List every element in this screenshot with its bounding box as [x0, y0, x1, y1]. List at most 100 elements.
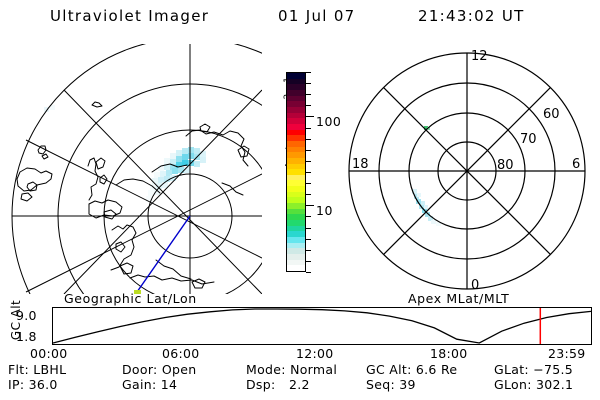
status-mode-value: Normal: [290, 362, 338, 377]
colorbar-band-9: [287, 123, 305, 130]
colorbar-tick-11: [306, 194, 311, 196]
colorbar-band-23: [287, 203, 305, 209]
colorbar-band-20: [287, 186, 305, 192]
status-dsp-value: 2.2: [288, 377, 310, 392]
colorbar-band-28: [287, 231, 305, 238]
magnetic-panel-caption: Apex MLat/MLT: [408, 291, 510, 306]
colorbar-band-13: [287, 146, 305, 153]
status-glon: GLon: 302.1: [494, 377, 573, 392]
colorbar-band-0: [287, 73, 305, 79]
colorbar-tick-0: [306, 72, 311, 73]
mlat-labels: 60 70 80: [497, 107, 560, 173]
colorbar-tick-13: [306, 216, 311, 218]
orbit-ytick-low: 1.8: [16, 329, 37, 344]
mlt-spokes: [349, 53, 585, 289]
colorbar-tick-2: [306, 94, 311, 96]
status-seq: Seq: 39: [366, 377, 416, 392]
colorbar-tick-10: [306, 183, 311, 185]
orbit-xtick-0: 00:00: [30, 346, 68, 361]
colorbar-band-31: [287, 248, 305, 254]
colorbar-tick-17: [306, 260, 311, 262]
status-ip-value: 36.0: [28, 377, 58, 392]
orbit-curve-svg: [52, 308, 592, 344]
colorbar-band-34: [287, 265, 305, 271]
colorbar-tick-3: [306, 105, 311, 107]
colorbar-band-19: [287, 180, 305, 187]
colorbar-band-18: [287, 174, 305, 181]
colorbar-band-2: [287, 84, 305, 90]
colorbar-band-16: [287, 163, 305, 170]
status-gain: Gain: 14: [122, 377, 177, 392]
colorbar-band-4: [287, 95, 305, 102]
status-glon-label: GLon:: [494, 377, 532, 392]
status-gc-alt-value: 6.6 Re: [415, 362, 458, 377]
mlat-label-60: 60: [543, 107, 560, 122]
observation-time: 21:43:02 UT: [418, 7, 525, 25]
colorbar-band-7: [287, 112, 305, 119]
status-ip: IP: 36.0: [8, 377, 58, 392]
status-mode-label: Mode:: [246, 362, 286, 377]
colorbar-tick-5: [306, 127, 311, 129]
colorbar-tick-16: [306, 249, 311, 251]
colorbar-band-22: [287, 197, 305, 204]
status-gc-alt: GC Alt: 6.6 Re: [366, 362, 457, 377]
colorbar-ticks: [306, 72, 314, 273]
mlat-label-80: 80: [497, 158, 514, 173]
colorbar-band-24: [287, 208, 305, 215]
apex-mlat-mlt-panel[interactable]: 12 6 0 18 60 70 80: [338, 44, 596, 294]
instrument-title: Ultraviolet Imager: [50, 7, 210, 25]
orbit-xtick-4: 23:59: [548, 346, 586, 361]
satellite-ground-track: [134, 215, 191, 294]
geographic-map-svg: [11, 44, 262, 294]
status-door: Door: Open: [122, 362, 196, 377]
colorbar-band-17: [287, 169, 305, 175]
status-door-label: Door:: [122, 362, 158, 377]
colorbar-tick-1: [306, 83, 311, 85]
footpoint-marker: [134, 290, 141, 294]
orbit-xtick-1: 06:00: [162, 346, 200, 361]
orbit-plot-frame: [52, 307, 592, 345]
status-glat-label: GLat:: [494, 362, 529, 377]
colorbar-band-25: [287, 214, 305, 221]
geographic-panel-caption: Geographic Lat/Lon: [64, 291, 197, 306]
mlt-label-18: 18: [352, 157, 369, 172]
colorbar-tick-4: [306, 116, 314, 118]
colorbar-band-30: [287, 242, 305, 249]
colorbar-band-26: [287, 220, 305, 226]
colorbar-band-32: [287, 254, 305, 260]
colorbar-band-10: [287, 129, 305, 136]
status-door-value: Open: [161, 362, 197, 377]
colorbar-tick-9: [306, 172, 311, 173]
status-dsp: Dsp: 2.2: [246, 377, 310, 392]
colorbar-tick-14: [306, 227, 311, 229]
status-glat-value: −75.5: [533, 362, 574, 377]
colorbar-tick-18: [306, 272, 311, 273]
colorbar-band-11: [287, 135, 305, 141]
coastlines: [16, 101, 250, 289]
colorbar-band-29: [287, 237, 305, 243]
colorbar-tick-8: [306, 160, 311, 162]
lat-lon-graticule: [11, 44, 262, 294]
status-gc-alt-label: GC Alt:: [366, 362, 412, 377]
colorbar-tick-12: [306, 205, 314, 207]
status-gain-value: 14: [160, 377, 178, 392]
geographic-map-panel[interactable]: [4, 44, 262, 294]
colorbar-band-8: [287, 118, 305, 124]
status-seq-label: Seq:: [366, 377, 395, 392]
status-filter-label: Flt:: [8, 362, 29, 377]
colorbar: photon cm-2s-1 100 10: [262, 56, 341, 288]
colorbar-band-5: [287, 101, 305, 107]
header: Ultraviolet Imager 01 Jul 07 21:43:02 UT: [0, 4, 600, 30]
colorbar-band-6: [287, 106, 305, 113]
status-filter: Flt: LBHL: [8, 362, 66, 377]
colorbar-band-1: [287, 78, 305, 85]
status-ip-label: IP:: [8, 377, 25, 392]
observation-date: 01 Jul 07: [278, 7, 356, 25]
mlt-label-12: 12: [471, 49, 488, 64]
status-dsp-label: Dsp:: [246, 377, 276, 392]
orbit-altitude-plot[interactable]: GC Alt 9.0 1.8 00:00 06:00 12:00 18:00 2…: [0, 300, 600, 361]
colorbar-band-33: [287, 259, 305, 266]
mlt-label-0: 0: [471, 278, 479, 293]
colorbar-band-15: [287, 157, 305, 164]
colorbar-tick-6: [306, 138, 311, 140]
